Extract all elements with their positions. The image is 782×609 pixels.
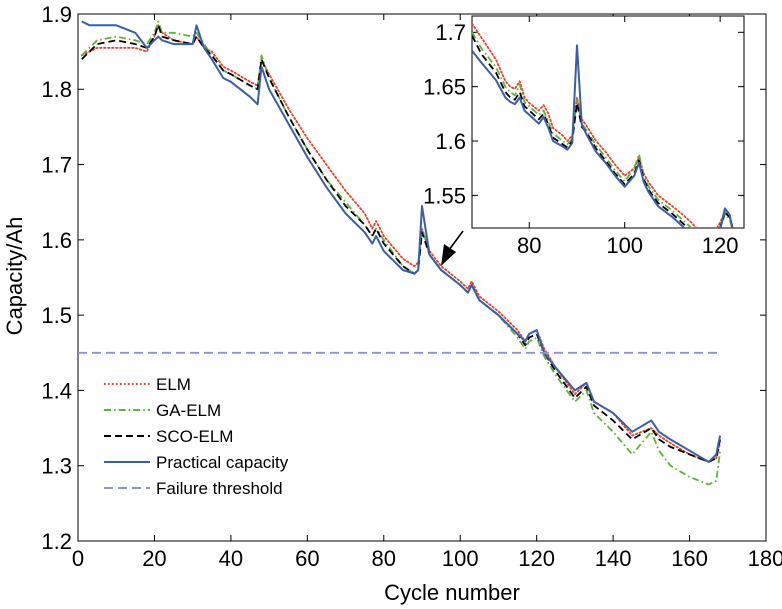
legend: ELM GA-ELM SCO-ELM Practical capacity Failur… — [104, 375, 289, 498]
main-y-tick-label: 1.6 — [41, 228, 72, 253]
main-x-tick-label: 140 — [595, 546, 632, 571]
zoom-arrow-shaft — [448, 230, 464, 251]
y-axis-label: Capacity/Ah — [2, 217, 27, 336]
inset-x-tick-label: 80 — [517, 233, 541, 258]
main-x-tick-label: 80 — [372, 546, 396, 571]
inset-y-tick-label: 1.6 — [435, 129, 466, 154]
main-x-tick-label: 0 — [72, 546, 84, 571]
inset-x-tick-label: 120 — [702, 233, 739, 258]
x-axis-label: Cycle number — [384, 580, 520, 605]
main-axis-ticks: 0 20 40 60 80 100 120 140 160 180 1.2 1.3 1.4 1.5 1.6 1… — [41, 2, 782, 571]
inset-x-tick-label: 100 — [606, 233, 643, 258]
inset-axis-ticks: 80 100 120 1.55 1.6 1.65 1.7 — [423, 16, 744, 258]
main-x-tick-label: 160 — [671, 546, 708, 571]
inset-series-ga-elm — [472, 31, 734, 228]
main-y-tick-label: 1.9 — [41, 2, 72, 27]
main-x-tick-label: 120 — [518, 546, 555, 571]
zoom-arrow-head — [441, 244, 456, 266]
legend-label-sco-elm: SCO-ELM — [156, 427, 233, 446]
main-series-practical-capacity — [81, 20, 722, 463]
inset-plot: 80 100 120 1.55 1.6 1.65 1.7 — [423, 15, 745, 258]
inset-y-tick-label: 1.7 — [435, 20, 466, 45]
inset-series — [472, 22, 734, 228]
main-y-tick-label: 1.3 — [41, 454, 72, 479]
inset-y-tick-label: 1.55 — [423, 183, 466, 208]
main-y-tick-label: 1.8 — [41, 77, 72, 102]
main-series — [78, 20, 722, 486]
legend-label-failure-threshold: Failure threshold — [156, 479, 283, 498]
zoom-arrow — [441, 230, 464, 266]
main-x-tick-label: 180 — [748, 546, 782, 571]
inset-series-practical-capacity — [472, 44, 734, 228]
main-y-tick-label: 1.7 — [41, 152, 72, 177]
main-y-tick-label: 1.2 — [41, 529, 72, 554]
main-y-tick-label: 1.4 — [41, 378, 72, 403]
main-x-tick-label: 20 — [142, 546, 166, 571]
inset-series-elm — [472, 22, 734, 228]
main-y-tick-label: 1.5 — [41, 303, 72, 328]
main-x-tick-label: 100 — [442, 546, 479, 571]
legend-label-ga-elm: GA-ELM — [156, 401, 221, 420]
legend-label-practical-capacity: Practical capacity — [156, 453, 289, 472]
main-x-tick-label: 60 — [295, 546, 319, 571]
main-x-tick-label: 40 — [219, 546, 243, 571]
legend-label-elm: ELM — [156, 375, 191, 394]
inset-y-tick-label: 1.65 — [423, 75, 466, 100]
inset-plot-frame — [471, 15, 745, 229]
